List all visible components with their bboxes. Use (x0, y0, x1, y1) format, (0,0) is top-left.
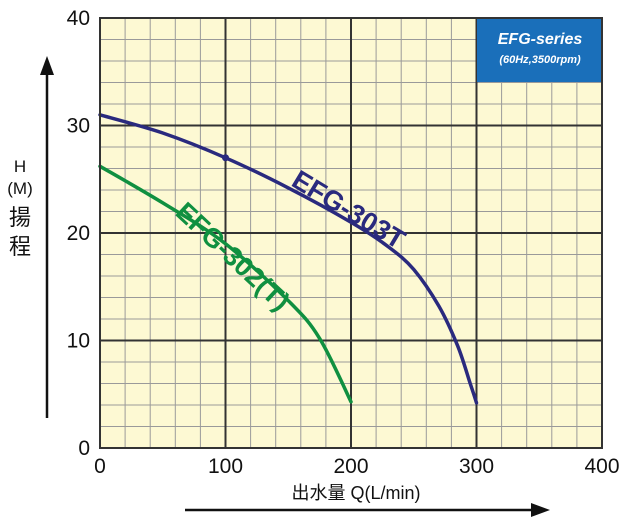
x-axis-arrow (185, 503, 550, 517)
series-line-efg-302-t (98, 164, 353, 404)
legend-subtitle: (60Hz,3500rpm) (499, 54, 581, 66)
series-layer (98, 113, 479, 405)
legend-box: EFG-series (60Hz,3500rpm) (477, 18, 602, 82)
x-tick-labels: 0 100 200 300 400 (94, 455, 619, 478)
y-axis-label-line-2: (M) (7, 179, 32, 198)
y-axis-arrow (40, 56, 54, 418)
x-axis-label: 出水量 Q(L/min) (291, 483, 420, 503)
y-axis-label-line-4: 程 (9, 234, 31, 259)
x-tick-label: 200 (333, 455, 368, 478)
plot-frame (99, 17, 603, 449)
x-tick-label: 0 (94, 455, 106, 478)
y-axis-label-line-3: 揚 (9, 205, 31, 230)
y-tick-label: 20 (67, 222, 90, 245)
legend-box-background (477, 18, 602, 82)
y-tick-label: 10 (67, 330, 90, 353)
x-tick-label: 100 (208, 455, 243, 478)
x-tick-label: 300 (459, 455, 494, 478)
y-tick-label: 40 (67, 7, 90, 30)
series-line-efg-303t (98, 113, 479, 405)
y-tick-label: 0 (78, 437, 90, 460)
y-axis-label: H (M) 揚 程 (7, 157, 32, 259)
y-tick-labels: 0 10 20 30 40 (67, 7, 90, 460)
legend-title: EFG-series (498, 31, 583, 48)
y-tick-label: 30 (67, 115, 90, 138)
x-tick-label: 400 (584, 455, 619, 478)
series-marker-efg-303t (222, 154, 229, 162)
y-axis-label-line-1: H (14, 157, 26, 176)
